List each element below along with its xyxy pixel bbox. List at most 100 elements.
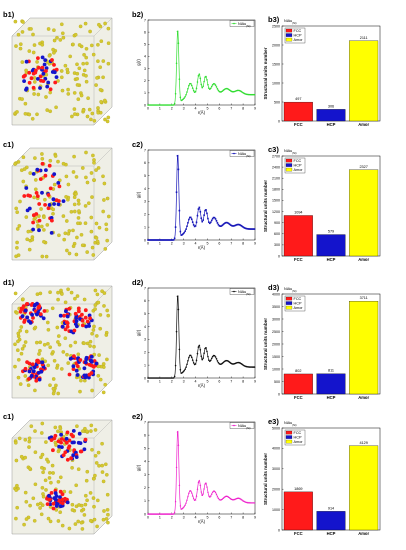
atom xyxy=(33,325,38,330)
rdf-point xyxy=(151,239,153,241)
bars-ylabel: Structural units number xyxy=(263,47,268,99)
cluster-atom xyxy=(85,319,90,324)
atom xyxy=(81,61,86,66)
rdf-point xyxy=(252,228,255,230)
rdf-point xyxy=(160,239,163,241)
rdf-point xyxy=(196,214,199,217)
atom xyxy=(19,325,24,329)
rdf-ytick-label: 1 xyxy=(144,363,146,367)
atom xyxy=(76,198,81,203)
atom xyxy=(58,38,63,42)
cluster-atom xyxy=(58,495,62,500)
atom xyxy=(66,287,70,292)
rdf-point xyxy=(209,494,212,497)
figure-row: c1) c2) 0 1 2 3 4 5 6 7 8 9 0 1 2 3 4 5 6 7 r(Å) g(r) NiAu(Ni)… xyxy=(3,140,381,262)
rdf-point xyxy=(191,87,194,89)
atom xyxy=(72,195,77,200)
atom xyxy=(100,441,104,446)
bar-value-label: 802 xyxy=(295,369,301,373)
cluster-atom xyxy=(51,506,56,511)
atom xyxy=(106,61,111,66)
atom xyxy=(88,339,93,344)
rdf-point xyxy=(153,239,156,241)
cluster-atom xyxy=(75,364,80,369)
atom xyxy=(94,236,99,240)
atom xyxy=(35,60,39,64)
cluster-atom xyxy=(27,206,32,211)
cluster-atom xyxy=(31,369,36,374)
atom xyxy=(51,207,56,212)
rdf-point xyxy=(185,93,187,96)
cluster-atom xyxy=(37,377,42,382)
atom xyxy=(63,231,68,236)
rdf-ylabel: g(r) xyxy=(136,329,141,336)
atom xyxy=(32,92,36,96)
bars-legend-title: NiAu(Ni) xyxy=(284,19,297,25)
atom xyxy=(15,505,20,510)
atom xyxy=(85,250,90,254)
rdf-point xyxy=(147,239,149,241)
rdf-xtick-label: 8 xyxy=(242,516,244,520)
cluster-atom xyxy=(38,312,43,316)
atom xyxy=(91,476,96,481)
atom xyxy=(82,341,86,346)
atom xyxy=(96,498,100,503)
bar xyxy=(316,373,346,395)
rdf-point xyxy=(194,90,197,93)
cluster-atom xyxy=(25,302,30,306)
cluster-atom xyxy=(47,163,52,168)
cluster-atom xyxy=(24,59,29,64)
cluster-atom xyxy=(77,431,82,436)
rdf-point xyxy=(164,239,166,241)
atom xyxy=(46,341,50,346)
cluster-atom xyxy=(71,429,76,433)
box-edge xyxy=(93,17,113,37)
bar-value-label: 914 xyxy=(328,506,334,510)
cluster-atom xyxy=(56,202,61,207)
atom xyxy=(92,324,96,329)
rdf-ytick-label: 3 xyxy=(144,67,146,71)
cluster-atom xyxy=(58,313,63,318)
rdf-point xyxy=(166,239,168,241)
rdf-xtick-label: 8 xyxy=(242,107,244,111)
rdf-point xyxy=(232,225,235,227)
atom xyxy=(92,161,96,165)
atom xyxy=(83,502,88,507)
rdf-point xyxy=(177,308,180,311)
atom xyxy=(101,362,106,366)
atom xyxy=(61,350,66,354)
bar-value-label: 306 xyxy=(328,104,334,108)
atom xyxy=(45,108,50,112)
rdf-point xyxy=(185,228,187,230)
rdf-point xyxy=(214,491,217,494)
cluster-atom xyxy=(51,197,56,202)
atom xyxy=(49,480,53,485)
atom xyxy=(18,328,23,333)
rdf-point xyxy=(180,234,183,236)
atom xyxy=(90,111,95,116)
atom xyxy=(82,513,87,517)
cluster-atom xyxy=(89,371,94,375)
atom xyxy=(65,248,69,253)
cluster-atom xyxy=(83,308,88,313)
cluster-atom xyxy=(35,167,40,172)
atom xyxy=(20,30,25,34)
atom xyxy=(84,46,89,51)
rdf-point xyxy=(214,356,217,358)
bars-legend-label: FCC xyxy=(294,297,302,301)
rdf-frame xyxy=(147,287,256,379)
cluster-atom xyxy=(41,79,46,83)
atom xyxy=(71,244,76,249)
rdf-point xyxy=(202,357,204,359)
atom xyxy=(33,187,38,192)
cluster-atom xyxy=(36,358,40,363)
rdf-point xyxy=(155,239,158,241)
cluster-atom xyxy=(45,84,50,89)
rdf-point xyxy=(211,491,214,493)
atom xyxy=(47,470,52,475)
rdf-xlabel: r(Å) xyxy=(198,110,206,115)
atom xyxy=(18,46,23,51)
atom xyxy=(105,492,110,497)
rdf-xtick-label: 1 xyxy=(159,380,161,384)
atom xyxy=(80,527,85,531)
